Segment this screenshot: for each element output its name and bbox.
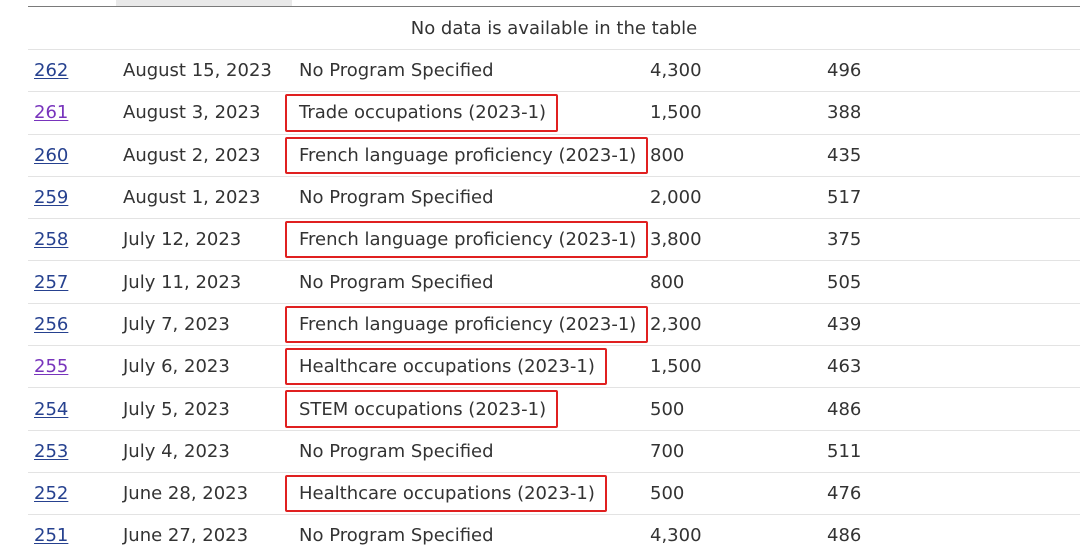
program-cell: No Program Specified [299, 271, 494, 293]
table-row: 252 June 28, 2023 Healthcare occupations (… [28, 473, 1080, 516]
date-cell: August 15, 2023 [123, 60, 272, 82]
table-row: 262 August 15, 2023 No Program Specified 4,… [28, 50, 1080, 93]
program-cell: Healthcare occupations (2023-1) [299, 483, 595, 505]
round-number-cell: 260 [34, 135, 68, 176]
program-cell: No Program Specified [299, 440, 494, 462]
round-number-link[interactable]: 255 [34, 356, 69, 378]
table-row: 256 July 7, 2023 French language proficien… [28, 304, 1080, 347]
round-number-cell: 253 [34, 431, 68, 472]
table-body: 262 August 15, 2023 No Program Specified 4,… [28, 50, 1080, 556]
round-number-cell: 256 [34, 304, 68, 345]
invitations-cell: 1,500 [650, 356, 702, 378]
date-cell: August 1, 2023 [123, 187, 261, 209]
program-cell: French language proficiency (2023-1) [299, 313, 637, 335]
round-number-cell: 258 [34, 219, 68, 260]
date-cell: June 28, 2023 [123, 483, 249, 505]
round-number-link[interactable]: 258 [34, 229, 69, 251]
round-number-cell: 254 [34, 388, 68, 429]
date-cell: July 12, 2023 [123, 229, 242, 251]
round-number-cell: 261 [34, 92, 68, 133]
date-cell: July 4, 2023 [123, 440, 230, 462]
date-cell: August 3, 2023 [123, 102, 261, 124]
round-number-cell: 255 [34, 346, 68, 387]
round-number-link[interactable]: 259 [34, 187, 69, 209]
crs-score-cell: 511 [827, 440, 862, 462]
round-number-link[interactable]: 257 [34, 271, 69, 293]
table-row: 259 August 1, 2023 No Program Specified 2,0… [28, 177, 1080, 220]
table-row: 257 July 11, 2023 No Program Specified 800 5… [28, 261, 1080, 304]
program-cell: Healthcare occupations (2023-1) [299, 356, 595, 378]
date-cell: July 11, 2023 [123, 271, 242, 293]
date-cell: August 2, 2023 [123, 144, 261, 166]
date-cell: July 5, 2023 [123, 398, 230, 420]
invitations-cell: 2,000 [650, 187, 702, 209]
round-number-link[interactable]: 251 [34, 525, 69, 547]
round-number-link[interactable]: 252 [34, 483, 69, 505]
crs-score-cell: 388 [827, 102, 862, 124]
program-cell: No Program Specified [299, 187, 494, 209]
date-cell: June 27, 2023 [123, 525, 249, 547]
round-number-cell: 259 [34, 177, 68, 218]
crs-score-cell: 505 [827, 271, 862, 293]
program-cell: French language proficiency (2023-1) [299, 144, 637, 166]
program-cell: No Program Specified [299, 525, 494, 547]
crs-score-cell: 486 [827, 525, 862, 547]
invitations-cell: 500 [650, 398, 685, 420]
crs-score-cell: 517 [827, 187, 862, 209]
table-row: 255 July 6, 2023 Healthcare occupations (2… [28, 346, 1080, 389]
invitations-cell: 800 [650, 144, 685, 166]
table-row: 251 June 27, 2023 No Program Specified 4,30… [28, 515, 1080, 556]
program-cell: STEM occupations (2023-1) [299, 398, 547, 420]
round-number-cell: 262 [34, 50, 68, 91]
crs-score-cell: 486 [827, 398, 862, 420]
table-header-cell[interactable] [116, 0, 292, 6]
round-number-cell: 252 [34, 473, 68, 514]
invitations-cell: 800 [650, 271, 685, 293]
round-number-link[interactable]: 260 [34, 144, 69, 166]
date-cell: July 7, 2023 [123, 313, 230, 335]
table-row: 258 July 12, 2023 French language proficie… [28, 219, 1080, 262]
invitations-cell: 500 [650, 483, 685, 505]
crs-score-cell: 435 [827, 144, 862, 166]
invitations-cell: 3,800 [650, 229, 702, 251]
table-row: 253 July 4, 2023 No Program Specified 700 51… [28, 431, 1080, 473]
invitations-cell: 700 [650, 440, 685, 462]
invitations-cell: 4,300 [650, 60, 702, 82]
empty-table-message: No data is available in the table [28, 7, 1080, 50]
table-row: 254 July 5, 2023 STEM occupations (2023-1)… [28, 388, 1080, 431]
table-header-divider [28, 6, 1080, 7]
round-number-link[interactable]: 262 [34, 60, 69, 82]
round-number-link[interactable]: 253 [34, 440, 69, 462]
invitations-cell: 4,300 [650, 525, 702, 547]
program-cell: Trade occupations (2023-1) [299, 102, 547, 124]
crs-score-cell: 496 [827, 60, 862, 82]
crs-score-cell: 476 [827, 483, 862, 505]
round-number-cell: 251 [34, 515, 68, 556]
invitations-cell: 2,300 [650, 313, 702, 335]
round-number-link[interactable]: 254 [34, 398, 69, 420]
table-row: 260 August 2, 2023 French language profici… [28, 135, 1080, 177]
invitations-cell: 1,500 [650, 102, 702, 124]
program-cell: French language proficiency (2023-1) [299, 229, 637, 251]
crs-score-cell: 439 [827, 313, 862, 335]
round-number-link[interactable]: 256 [34, 313, 69, 335]
crs-score-cell: 375 [827, 229, 862, 251]
crs-score-cell: 463 [827, 356, 862, 378]
program-cell: No Program Specified [299, 60, 494, 82]
table-row: 261 August 3, 2023 Trade occupations (2023… [28, 92, 1080, 135]
round-number-link[interactable]: 261 [34, 102, 69, 124]
round-number-cell: 257 [34, 261, 68, 302]
date-cell: July 6, 2023 [123, 356, 230, 378]
